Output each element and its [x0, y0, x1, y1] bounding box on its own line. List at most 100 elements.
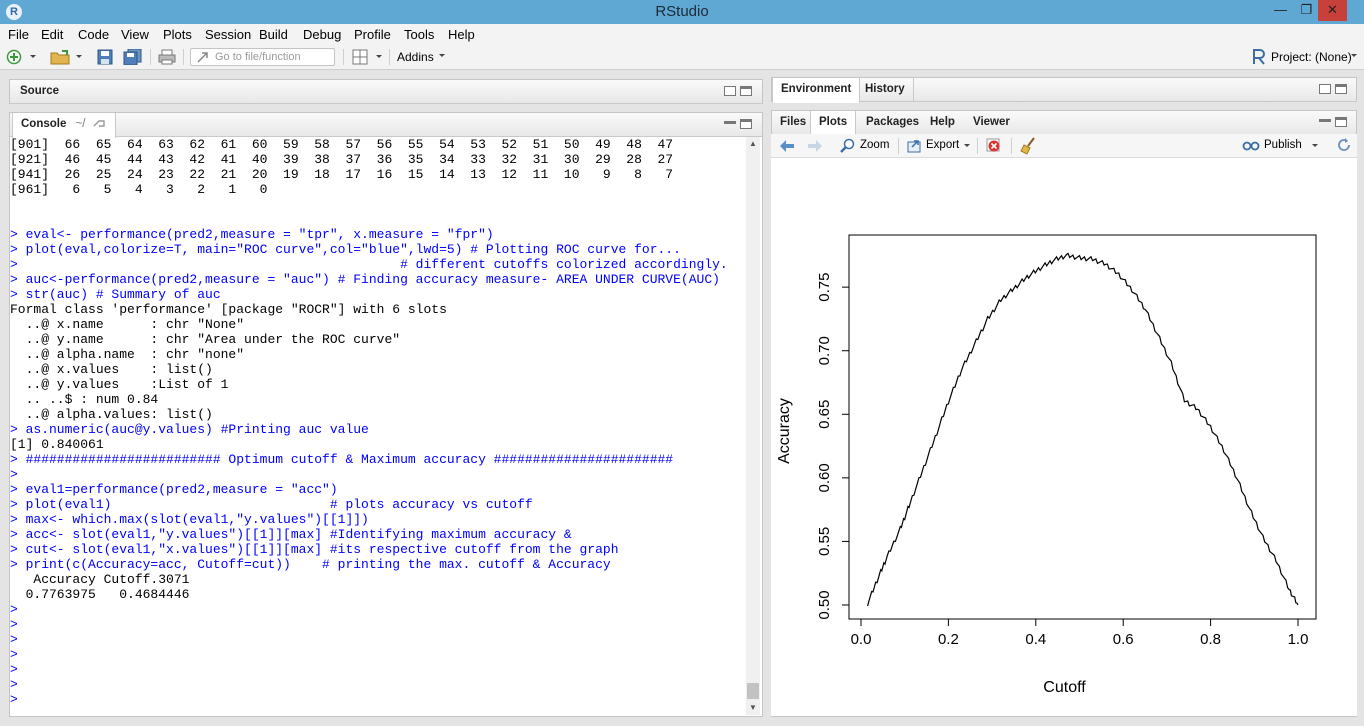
save-icon[interactable] — [97, 49, 113, 65]
plot-viewer: 0.0 0.2 0.4 0.6 0.8 1.0 0.50 0.55 0.60 0.65 0.70 0.… — [771, 158, 1357, 716]
y-axis-label: Accuracy — [776, 398, 793, 464]
scrollbar-thumb[interactable] — [747, 683, 759, 699]
maximize-pane-icon[interactable] — [1335, 84, 1347, 94]
console-output-line: ..@ y.name : chr "Area under the ROC cur… — [10, 332, 401, 347]
console-input-line: > as.numeric(auc@y.values) #Printing auc… — [10, 422, 369, 437]
goto-directory-icon[interactable] — [93, 118, 107, 130]
console-input-line: > — [10, 647, 18, 662]
source-pane-header: Source — [10, 80, 762, 104]
chevron-down-icon — [964, 144, 970, 147]
maximize-pane-icon[interactable] — [1335, 117, 1347, 127]
publish-button[interactable]: Publish — [1264, 139, 1302, 151]
console-output[interactable]: [901] 66 65 64 63 62 61 60 59 58 57 56 5… — [10, 137, 745, 714]
back-arrow-icon[interactable] — [779, 139, 795, 153]
menu-build[interactable]: Build — [259, 27, 288, 42]
menu-code[interactable]: Code — [78, 27, 110, 42]
console-input-line: > — [10, 662, 18, 677]
console-input-line: > eval1=performance(pred2,measure = "acc… — [10, 482, 338, 497]
source-pane: Source — [9, 79, 763, 104]
console-output-line: [901] 66 65 64 63 62 61 60 59 58 57 56 5… — [10, 137, 674, 152]
toolbar-separator — [977, 138, 978, 154]
console-tab[interactable]: Console ~/ — [12, 113, 116, 138]
menu-session[interactable]: Session — [205, 27, 252, 42]
tab-viewer[interactable]: Viewer — [973, 116, 1010, 128]
menu-view[interactable]: View — [121, 27, 149, 42]
console-output-line: [921] 46 45 44 43 42 41 40 39 38 37 36 3… — [10, 152, 674, 167]
forward-arrow-icon[interactable] — [807, 139, 823, 153]
console-output-line — [10, 197, 745, 212]
y-tick-label: 0.60 — [816, 463, 833, 492]
toolbar-separator — [898, 138, 899, 154]
restore-pane-icon[interactable] — [724, 86, 736, 96]
menu-bar: File Edit Code View Plots Session Build … — [0, 24, 1364, 45]
console-tab-label: Console — [21, 118, 67, 130]
console-output-line: 0.7763975 0.4684446 — [10, 587, 190, 602]
y-tick-label: 0.70 — [816, 336, 833, 365]
export-icon — [907, 140, 921, 153]
chevron-down-icon — [439, 54, 445, 57]
maximize-pane-icon[interactable] — [740, 119, 752, 129]
clear-plots-broom-icon[interactable] — [1020, 137, 1038, 155]
scroll-up-icon[interactable]: ▲ — [749, 139, 757, 148]
new-file-icon[interactable] — [6, 49, 36, 65]
accuracy-series-line — [867, 252, 1299, 607]
print-icon[interactable] — [158, 49, 176, 65]
console-output-line: [941] 26 25 24 23 22 21 20 19 18 17 16 1… — [10, 167, 674, 182]
menu-tools[interactable]: Tools — [404, 27, 435, 42]
save-all-icon[interactable] — [123, 49, 143, 65]
maximize-button[interactable]: ❐ — [1300, 2, 1313, 17]
accuracy-cutoff-chart: 0.0 0.2 0.4 0.6 0.8 1.0 0.50 0.55 0.60 0.65 0.70 0.… — [776, 234, 1317, 696]
console-input-line: > # different cutoffs colorized accordin… — [10, 257, 728, 272]
menu-plots[interactable]: Plots — [163, 27, 192, 42]
x-axis-label: Cutoff — [1043, 679, 1086, 696]
console-output-line: ..@ x.name : chr "None" — [10, 317, 245, 332]
minimize-pane-icon[interactable] — [1319, 119, 1331, 122]
restore-pane-icon[interactable] — [1319, 84, 1331, 94]
refresh-icon[interactable] — [1336, 137, 1352, 153]
window-title: RStudio — [655, 3, 709, 20]
publish-icon — [1242, 141, 1260, 151]
minimize-button[interactable]: — — [1274, 2, 1287, 17]
console-input-line: > str(auc) # Summary of auc — [10, 287, 221, 302]
source-tab[interactable]: Source — [20, 85, 59, 97]
console-input-line: > acc<- slot(eval1,"y.values")[[1]][max]… — [10, 527, 572, 542]
close-button[interactable]: ✕ — [1318, 0, 1347, 21]
open-folder-icon[interactable] — [50, 49, 84, 65]
tab-packages[interactable]: Packages — [866, 116, 920, 128]
minimize-pane-icon[interactable] — [724, 121, 736, 124]
menu-file[interactable]: File — [8, 27, 29, 42]
pane-layout-icon[interactable] — [352, 49, 384, 65]
remove-plot-icon[interactable] — [986, 138, 1002, 154]
toolbar-separator — [150, 49, 151, 65]
environment-pane: Environment History — [771, 77, 1357, 103]
tab-history[interactable]: History — [857, 78, 914, 102]
export-button[interactable]: Export — [926, 139, 960, 151]
console-output-line: ..@ alpha.values: list() — [10, 407, 213, 422]
addins-menu[interactable]: Addins — [397, 50, 434, 64]
chevron-down-icon — [1312, 144, 1318, 147]
console-output-line: ..@ x.values : list() — [10, 362, 213, 377]
tab-plots[interactable]: Plots — [810, 111, 857, 136]
scroll-down-icon[interactable]: ▼ — [749, 703, 757, 712]
plot-toolbar: Zoom Export Publish — [771, 134, 1357, 158]
maximize-pane-icon[interactable] — [740, 86, 752, 96]
tab-files[interactable]: Files — [780, 116, 807, 128]
goto-file-input[interactable]: Go to file/function — [190, 48, 335, 66]
menu-profile[interactable]: Profile — [354, 27, 391, 42]
tab-environment[interactable]: Environment — [772, 78, 861, 103]
y-tick-label: 0.55 — [816, 527, 833, 556]
tab-help[interactable]: Help — [930, 116, 955, 128]
toolbar-separator — [343, 49, 344, 65]
zoom-button[interactable]: Zoom — [860, 139, 890, 151]
x-tick-label: 1.0 — [1288, 631, 1309, 648]
console-pane: Console ~/ — [9, 112, 763, 717]
menu-edit[interactable]: Edit — [41, 27, 64, 42]
menu-debug[interactable]: Debug — [303, 27, 342, 42]
x-tick-label: 0.0 — [851, 631, 872, 648]
console-input-line: > — [10, 677, 18, 692]
toolbar-separator — [1011, 138, 1012, 154]
main-toolbar: Go to file/function Addins Project: (Non… — [0, 45, 1364, 70]
project-menu[interactable]: Project: (None) — [1271, 50, 1352, 64]
menu-help[interactable]: Help — [448, 27, 475, 42]
console-scrollbar[interactable]: ▲ ▼ — [746, 137, 760, 715]
